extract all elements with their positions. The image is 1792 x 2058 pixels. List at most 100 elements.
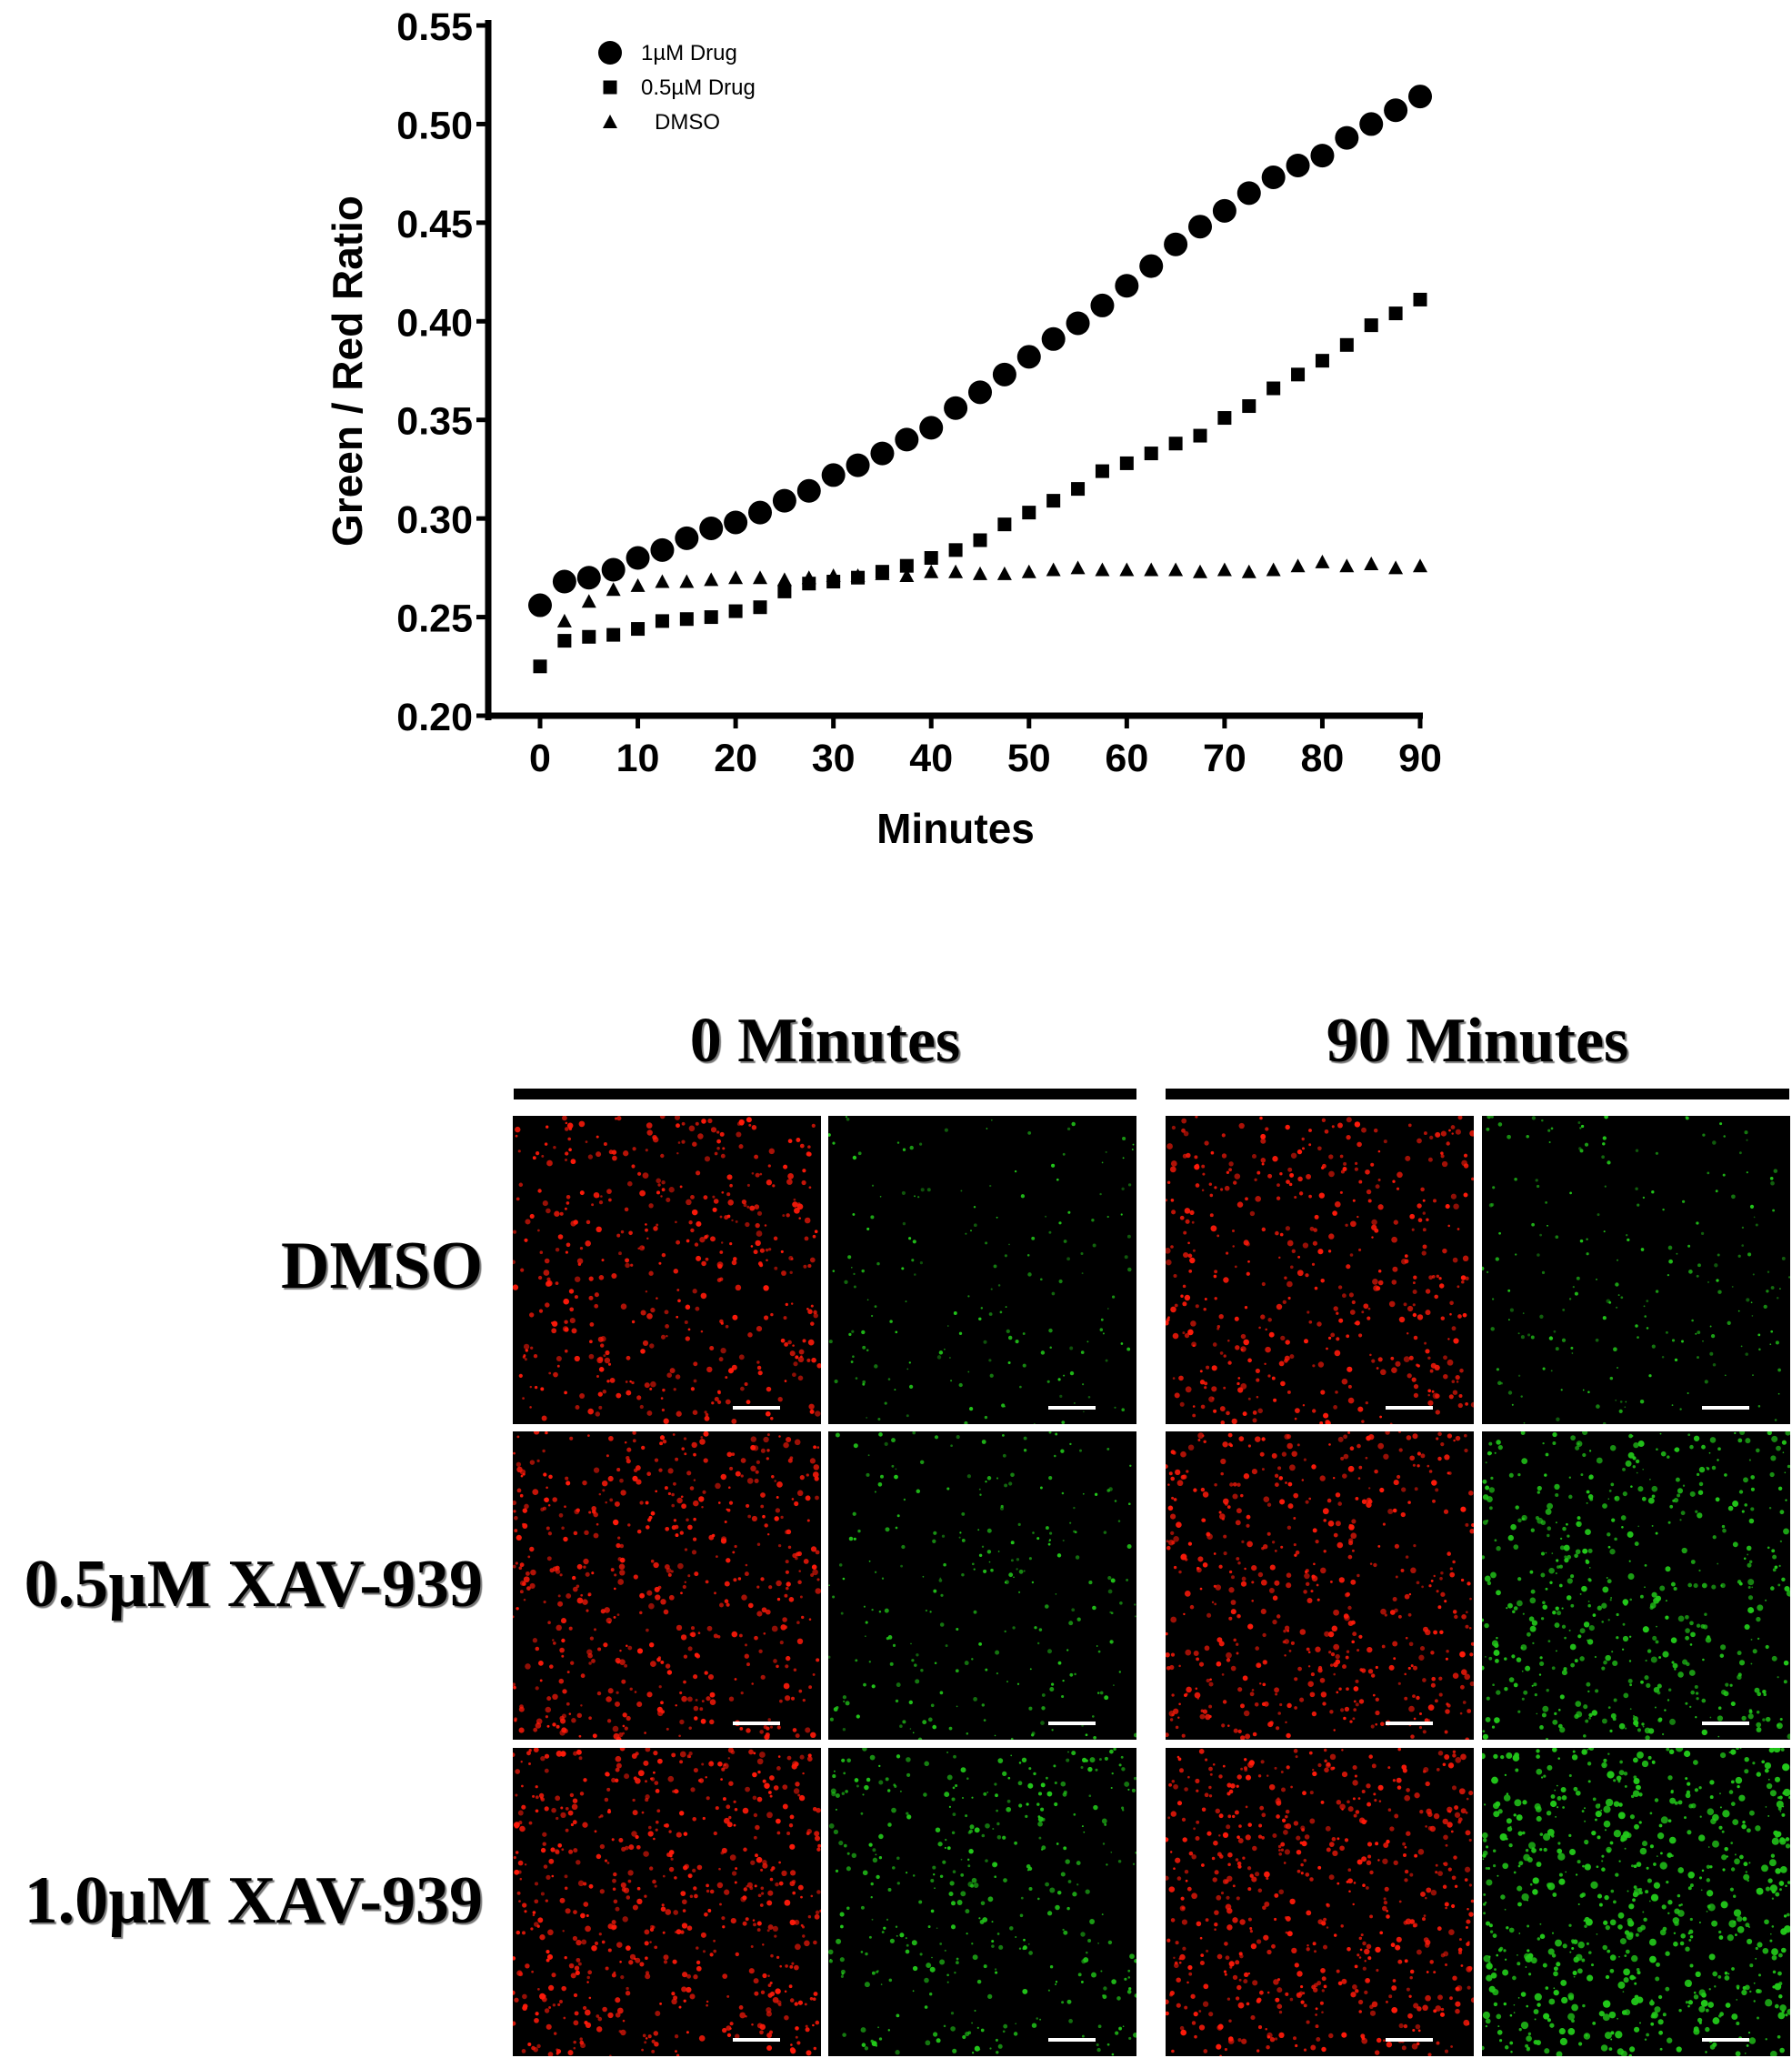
data-point [1070,560,1086,575]
data-point [557,634,572,648]
data-point [1021,564,1036,578]
y-tick-label: 0.35 [396,400,473,444]
data-point [1266,381,1281,396]
row-label-0-5um-xav939: 0.5µM XAV-939 [24,1547,483,1621]
cell-field [513,1748,821,2056]
data-point [772,488,796,513]
cell-field [828,1116,1135,1424]
x-tick-label: 30 [812,737,856,780]
data-point [650,537,675,562]
data-point [753,570,767,585]
cell-field [1166,1748,1474,2056]
data-point [850,568,866,583]
scale-bar [1702,2038,1749,2042]
data-point [582,629,596,644]
column-header-90-minutes: 90 Minutes [1326,1006,1629,1076]
data-point [606,627,621,642]
micrograph-red-90min-row3 [1166,1748,1474,2056]
data-point [1216,562,1232,577]
data-point [1388,306,1403,321]
data-point [973,533,987,547]
series-circle [528,85,1432,617]
data-point [1119,562,1135,577]
cell-field [513,1116,821,1424]
y-tick-label: 0.30 [396,498,473,542]
data-point [1291,367,1306,382]
y-tick-label: 0.20 [396,696,473,739]
cell-field [828,1748,1136,2056]
data-point [1339,337,1354,352]
data-point [846,453,870,477]
data-point [704,610,718,625]
scale-bar [733,1406,780,1410]
data-point [1384,98,1408,123]
data-point [699,516,724,540]
cell-field [1482,1116,1790,1424]
cell-field [828,1431,1136,1740]
data-point [1388,560,1404,575]
data-point [1022,506,1036,520]
y-tick-label: 0.25 [396,597,473,641]
micrograph-red-0min-row1 [513,1116,821,1424]
row-label-1-0um-xav939: 1.0µM XAV-939 [24,1863,483,1938]
legend-label: DMSO [655,110,720,135]
data-point [796,478,821,503]
scale-bar [1048,1722,1096,1725]
legend-marker-circle [598,41,622,65]
data-point [1242,399,1256,414]
data-point [973,566,987,580]
data-point [655,614,669,628]
scale-bar [1386,1406,1433,1410]
cell-field [1166,1431,1474,1740]
data-point [675,526,699,550]
x-axis: 0 10 20 30 40 50 60 70 80 90 [486,712,1442,780]
data-point [944,396,968,420]
data-point [728,604,743,618]
data-point [748,500,772,525]
data-point [1364,557,1379,571]
scale-bar [1048,1406,1096,1410]
data-point [948,564,964,578]
data-point [1046,562,1061,577]
data-point [1144,447,1158,461]
data-point [1144,562,1159,577]
x-tick-label: 80 [1301,737,1345,780]
y-tick-label: 0.40 [396,301,473,345]
x-tick-label: 70 [1203,737,1246,780]
data-point [581,594,596,608]
data-point [924,564,939,578]
data-point [528,593,552,617]
data-point [1115,274,1139,298]
scale-bar [733,1722,780,1725]
data-point [679,574,695,588]
y-tick-label: 0.50 [396,104,473,147]
cell-field [1482,1431,1790,1740]
x-tick-label: 50 [1007,737,1051,780]
micrograph-green-0min-row2 [828,1431,1136,1740]
data-point [924,551,938,566]
x-tick-label: 0 [529,737,551,780]
data-point [1408,85,1432,109]
data-point [1090,293,1115,317]
data-point [1193,428,1207,443]
micrograph-red-90min-row1 [1166,1116,1474,1424]
data-point [1041,326,1066,351]
data-point [777,584,792,598]
column-bar-0-minutes [514,1089,1136,1099]
data-point [655,574,670,588]
data-point [919,416,944,440]
micrograph-red-90min-row2 [1166,1431,1474,1740]
row-label-dmso: DMSO [281,1229,483,1303]
y-axis-label: Green / Red Ratio [324,196,371,547]
data-point [801,570,816,585]
y-axis: 0.20 0.25 0.30 0.35 0.40 0.45 0.50 0.55 [396,5,492,739]
legend-label: 1µM Drug [641,41,737,65]
x-tick-label: 90 [1398,737,1442,780]
y-tick-label: 0.55 [396,5,473,49]
data-point [1217,411,1232,426]
legend: 1µM Drug 0.5µM Drug DMSO [598,41,756,135]
data-point [968,380,992,405]
data-point [753,600,767,615]
data-point [948,543,963,557]
data-point [875,566,890,580]
